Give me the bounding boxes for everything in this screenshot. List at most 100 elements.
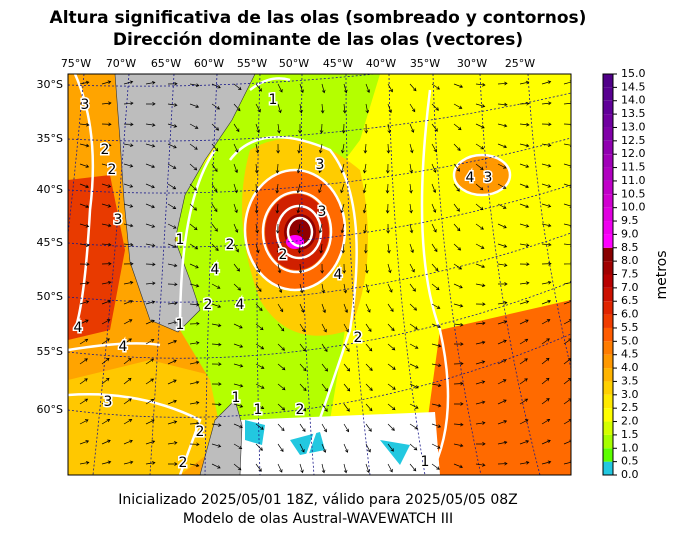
wave-vector — [541, 223, 552, 228]
wave-vector — [343, 83, 348, 94]
colorbar-tick-label: 0.5 — [621, 455, 639, 468]
wave-vector — [233, 223, 239, 233]
wave-vector — [255, 103, 261, 113]
wave-vector — [320, 103, 325, 114]
wave-vectors — [79, 80, 571, 474]
colorbar-tick-label: 2.0 — [621, 415, 639, 428]
wave-vector — [145, 339, 155, 345]
colorbar-tick-label: 1.5 — [621, 428, 639, 441]
wave-vector — [123, 338, 132, 345]
wave-vector — [385, 183, 390, 194]
wave-vector — [211, 423, 222, 427]
wave-vector — [211, 203, 218, 213]
colorbar-segment — [603, 287, 613, 302]
wave-vector — [541, 357, 550, 365]
wave-vector — [343, 343, 350, 352]
wave-vector — [321, 383, 329, 392]
wave-vector — [123, 101, 134, 106]
wave-vector — [101, 122, 112, 127]
wave-vector — [189, 341, 200, 345]
wave-vector — [497, 203, 507, 209]
wave-vector — [255, 423, 264, 430]
wave-vector — [541, 439, 551, 445]
wave-vector — [453, 402, 464, 406]
meridian — [527, 74, 571, 371]
wave-vector — [365, 443, 371, 453]
wave-vector — [123, 261, 134, 266]
colorbar-tick-label: 14.5 — [621, 80, 646, 93]
wave-vector — [365, 403, 373, 412]
wave-vector — [541, 338, 550, 345]
colorbar-tick-label: 12.5 — [621, 134, 646, 147]
wave-vector — [365, 383, 373, 391]
wave-vector — [541, 122, 552, 127]
wave-vector — [189, 263, 199, 269]
wave-vector — [297, 143, 301, 154]
axis-labels: 75°W 70°W 65°W 60°W 55°W 50°W 45°W 40°W 35°W 30°W… — [37, 57, 536, 416]
wave-vector — [211, 323, 222, 328]
wave-vector — [475, 203, 484, 211]
wave-vector — [453, 243, 462, 251]
sea-ice — [240, 412, 440, 475]
colorbar-tick-label: 1.0 — [621, 441, 639, 454]
lon-label: 65°W — [151, 57, 181, 70]
wave-vector — [233, 103, 241, 112]
wave-vector — [431, 403, 442, 408]
lon-label: 30°W — [457, 57, 487, 70]
colorbar-segment — [603, 127, 613, 141]
wave-vector — [453, 143, 461, 151]
footer-line: Modelo de olas Austral-WAVEWATCH III — [183, 511, 453, 527]
meridian — [256, 74, 261, 475]
wave-vector — [497, 243, 508, 248]
wave-vector — [277, 283, 283, 293]
wave-vector — [123, 299, 134, 305]
wave-vector — [365, 343, 373, 352]
wave-vector — [79, 163, 90, 168]
wave-vector — [431, 363, 442, 368]
wave-vector — [364, 263, 369, 274]
wave-vector — [475, 463, 486, 467]
colorbar-segment — [603, 114, 613, 128]
wave-vector — [519, 262, 530, 267]
wave-vector — [541, 101, 552, 106]
wave-vector — [519, 281, 530, 285]
wave-vector — [145, 440, 156, 445]
wave-vector — [343, 323, 349, 333]
contour-label: 3 — [104, 394, 113, 410]
colorbar-segment — [603, 354, 613, 369]
wave-vector — [387, 443, 394, 452]
contour-label: 2 — [296, 402, 305, 418]
wave-vector — [341, 123, 346, 134]
colorbar-tick-label: 7.0 — [621, 281, 639, 294]
colorbar-tick-label: 9.5 — [621, 214, 639, 227]
colorbar-segment — [603, 261, 613, 275]
wave-vector — [318, 143, 323, 154]
wave-vector — [475, 183, 484, 191]
lat-label: 35°S — [37, 132, 63, 145]
wave-vector — [497, 102, 508, 107]
wave-vector — [475, 82, 486, 87]
wave-vector — [387, 363, 396, 370]
parallel — [68, 137, 571, 194]
wave-vector — [409, 163, 414, 174]
wave-vector — [167, 103, 178, 107]
wave-vector — [79, 143, 90, 148]
wave-vector — [541, 299, 552, 305]
colorbar-segment — [603, 234, 613, 248]
wave-vector — [541, 242, 552, 247]
wave-vector — [497, 440, 508, 445]
wave-vector — [79, 419, 89, 425]
wave-vector — [145, 281, 156, 286]
wave-vector — [409, 343, 419, 349]
wave-vector — [145, 262, 156, 267]
wave-vector — [167, 243, 178, 249]
wave-vector — [475, 243, 485, 249]
wave-vector — [475, 360, 486, 365]
wave-vector — [318, 163, 323, 174]
contour-label: 1 — [176, 232, 185, 248]
wave-vector — [497, 420, 508, 425]
wave-vector — [296, 163, 301, 174]
wave-vector — [321, 403, 328, 412]
